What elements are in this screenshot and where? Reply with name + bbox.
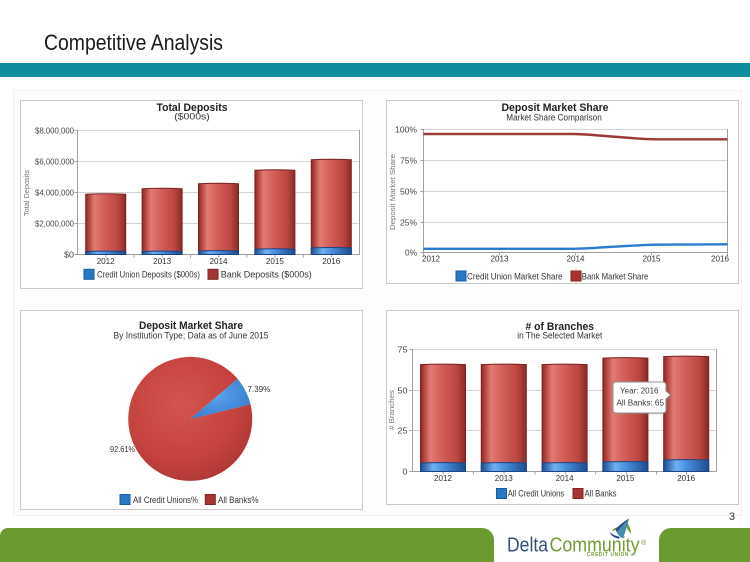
svg-text:Community: Community xyxy=(550,535,640,557)
svg-text:7.39%: 7.39% xyxy=(247,385,270,394)
svg-text:92.61%: 92.61% xyxy=(110,445,135,454)
svg-text:$2,000,000: $2,000,000 xyxy=(35,220,75,229)
svg-text:in The Selected Market: in The Selected Market xyxy=(517,331,602,342)
svg-text:$8,000,000: $8,000,000 xyxy=(35,127,75,136)
svg-text:2013: 2013 xyxy=(153,256,171,266)
svg-text:®: ® xyxy=(641,539,647,547)
svg-text:2014: 2014 xyxy=(567,254,585,264)
svg-text:2013: 2013 xyxy=(495,473,513,483)
svg-text:All Credit Unions: All Credit Unions xyxy=(508,489,565,500)
svg-text:Deposit Market Share: Deposit Market Share xyxy=(139,320,243,332)
svg-text:Total Deposits: Total Deposits xyxy=(22,170,31,216)
svg-text:25: 25 xyxy=(398,427,409,436)
svg-text:25%: 25% xyxy=(400,219,417,228)
svg-text:2015: 2015 xyxy=(616,473,634,483)
svg-text:All Banks%: All Banks% xyxy=(218,495,259,506)
svg-text:50: 50 xyxy=(398,387,409,396)
svg-text:$6,000,000: $6,000,000 xyxy=(35,158,75,167)
svg-text:Credit Union Deposits ($000s): Credit Union Deposits ($000s) xyxy=(97,270,200,281)
svg-text:50%: 50% xyxy=(400,188,417,197)
svg-text:Competitive Analysis: Competitive Analysis xyxy=(44,30,223,55)
svg-text:2016: 2016 xyxy=(322,256,340,266)
svg-text:0%: 0% xyxy=(405,249,417,258)
svg-text:2016: 2016 xyxy=(677,473,695,483)
svg-text:Year: 2016: Year: 2016 xyxy=(620,386,659,396)
svg-text:0: 0 xyxy=(403,468,409,477)
svg-text:CREDIT UNION: CREDIT UNION xyxy=(587,552,629,558)
svg-text:$0: $0 xyxy=(64,251,75,260)
svg-text:Credit Union Market Share: Credit Union Market Share xyxy=(467,271,563,282)
svg-text:# Branches: # Branches xyxy=(387,390,396,430)
svg-text:2012: 2012 xyxy=(97,256,115,266)
svg-text:Bank Market Share: Bank Market Share xyxy=(582,271,649,282)
svg-text:75: 75 xyxy=(398,346,409,355)
svg-text:2014: 2014 xyxy=(210,256,228,266)
svg-text:All Banks: All Banks xyxy=(585,489,617,500)
svg-text:2015: 2015 xyxy=(266,256,284,266)
svg-text:($000s): ($000s) xyxy=(174,112,210,123)
svg-text:2012: 2012 xyxy=(422,254,440,264)
svg-text:$4,000,000: $4,000,000 xyxy=(35,189,75,198)
svg-text:100%: 100% xyxy=(395,126,417,135)
svg-text:2014: 2014 xyxy=(556,473,574,483)
svg-text:Total Deposits: Total Deposits xyxy=(157,102,228,114)
svg-text:75%: 75% xyxy=(400,157,417,166)
svg-text:2015: 2015 xyxy=(643,254,661,264)
svg-text:Market Share Comparison: Market Share Comparison xyxy=(506,113,602,124)
svg-text:2012: 2012 xyxy=(434,473,452,483)
svg-text:By Institution Type; Data as o: By Institution Type; Data as of June 201… xyxy=(114,331,269,342)
svg-text:All Credit Unions%: All Credit Unions% xyxy=(133,495,198,506)
svg-text:Delta: Delta xyxy=(507,535,549,557)
svg-text:All Banks: 65: All Banks: 65 xyxy=(617,398,665,408)
svg-text:# of Branches: # of Branches xyxy=(526,321,595,333)
svg-text:Bank Deposits ($000s): Bank Deposits ($000s) xyxy=(221,270,312,281)
svg-text:Deposit Market Share: Deposit Market Share xyxy=(388,154,397,230)
svg-text:2016: 2016 xyxy=(711,254,729,264)
svg-text:2013: 2013 xyxy=(491,254,509,264)
svg-text:Deposit Market Share: Deposit Market Share xyxy=(502,102,609,114)
